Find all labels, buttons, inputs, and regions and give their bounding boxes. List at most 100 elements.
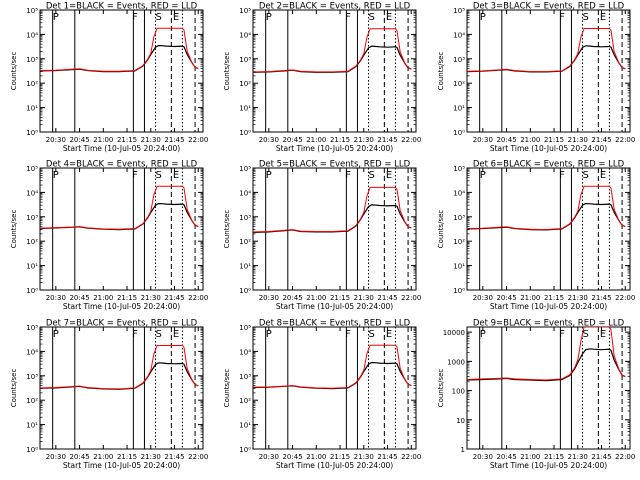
- chart-panel-det-2: Det 2=BLACK = Events, RED = LLD 10⁰ 10¹ 10²…: [223, 2, 421, 154]
- plot-frame: [252, 326, 417, 450]
- y-tick-label: 10¹: [453, 105, 465, 113]
- y-tick-label: 10²: [453, 238, 465, 246]
- x-axis-label: Start Time (10-Jul-05 20:24:00): [63, 144, 180, 153]
- x-tick-label: 21:15: [544, 294, 564, 302]
- plot-frame: [39, 9, 204, 133]
- x-tick-label: 22:00: [615, 136, 635, 144]
- annotation-label: E: [386, 170, 392, 181]
- x-tick-label: 22:00: [188, 294, 208, 302]
- x-tick-label: 20:30: [259, 294, 279, 302]
- x-tick-label: 21:00: [520, 453, 540, 461]
- y-tick-label: 10⁰: [453, 287, 465, 295]
- series-line-events: [253, 361, 412, 390]
- x-tick-label: 21:15: [544, 136, 564, 144]
- series-line-lld: [40, 185, 199, 230]
- x-tick-label: 20:30: [259, 136, 279, 144]
- plot-frame: [252, 167, 417, 291]
- x-tick-label: 20:30: [46, 136, 66, 144]
- x-tick-label: 21:15: [117, 136, 137, 144]
- series-line-lld: [467, 28, 626, 73]
- y-tick-label: 1: [461, 446, 465, 454]
- x-axis-label: Start Time (10-Jul-05 20:24:00): [276, 461, 393, 470]
- annotation-label: F: [345, 329, 351, 340]
- x-axis-label: Start Time (10-Jul-05 20:24:00): [276, 302, 393, 311]
- x-tick-label: 20:45: [69, 136, 89, 144]
- x-tick-label: 22:00: [401, 294, 421, 302]
- x-tick-label: 21:45: [591, 453, 611, 461]
- y-tick-label: 10⁰: [239, 129, 251, 137]
- y-tick-label: 10: [456, 417, 465, 425]
- y-tick-label: 10²: [26, 238, 38, 246]
- y-tick-label: 10⁰: [453, 129, 465, 137]
- x-tick-label: 22:00: [401, 136, 421, 144]
- x-tick-label: 21:45: [164, 294, 184, 302]
- series-line-events: [40, 44, 199, 73]
- annotation-label: E: [173, 170, 179, 181]
- y-axis-label: Counts/sec: [437, 369, 445, 408]
- annotation-label: E: [600, 170, 606, 181]
- series-line-events: [253, 45, 412, 73]
- annotation-label: E: [386, 12, 392, 23]
- y-tick-label: 10⁵: [26, 7, 38, 15]
- chart-panel-det-1: Det 1=BLACK = Events, RED = LLD 10⁰ 10¹ 10²…: [10, 2, 208, 154]
- y-tick-label: 10¹: [26, 422, 38, 430]
- y-tick-label: 10³: [239, 56, 251, 64]
- annotation-label: P: [266, 12, 272, 23]
- y-tick-label: 10²: [239, 80, 251, 88]
- y-tick-label: 100: [452, 388, 465, 396]
- chart-title: Det 6=BLACK = Events, RED = LLD: [473, 160, 625, 170]
- x-tick-label: 21:45: [164, 453, 184, 461]
- y-tick-label: 10⁰: [26, 129, 38, 137]
- chart-panel-det-7: Det 7=BLACK = Events, RED = LLD 10⁰ 10¹ 10²…: [10, 319, 208, 471]
- y-tick-label: 10³: [239, 373, 251, 381]
- annotation-label: F: [132, 170, 138, 181]
- annotation-label: P: [480, 170, 486, 181]
- chart-title: Det 5=BLACK = Events, RED = LLD: [259, 160, 411, 170]
- y-tick-label: 10⁵: [453, 7, 465, 15]
- x-tick-label: 20:45: [496, 294, 516, 302]
- x-tick-label: 21:30: [354, 294, 374, 302]
- plot-frame: [466, 167, 631, 291]
- x-axis-label: Start Time (10-Jul-05 20:24:00): [490, 144, 607, 153]
- x-tick-label: 20:30: [473, 453, 493, 461]
- x-tick-label: 20:30: [473, 136, 493, 144]
- x-tick-label: 22:00: [188, 136, 208, 144]
- annotation-label: P: [53, 170, 59, 181]
- x-tick-label: 20:45: [282, 294, 302, 302]
- y-tick-label: 10³: [26, 214, 38, 222]
- chart-panel-det-8: Det 8=BLACK = Events, RED = LLD 10⁰ 10¹ 10²…: [223, 319, 421, 471]
- annotation-label: S: [369, 329, 375, 340]
- series-line-events: [40, 362, 199, 390]
- chart-title: Det 1=BLACK = Events, RED = LLD: [46, 2, 198, 12]
- chart-panel-det-6: Det 6=BLACK = Events, RED = LLD 10⁰ 10¹ 10²…: [437, 160, 635, 312]
- y-tick-label: 10⁴: [453, 31, 465, 39]
- x-axis-label: Start Time (10-Jul-05 20:24:00): [63, 461, 180, 470]
- y-tick-label: 10¹: [453, 263, 465, 271]
- x-tick-label: 21:00: [93, 136, 113, 144]
- y-tick-label: 10¹: [239, 105, 251, 113]
- y-axis-label: Counts/sec: [223, 210, 231, 249]
- x-tick-label: 21:15: [544, 453, 564, 461]
- annotation-label: S: [156, 329, 162, 340]
- x-tick-label: 21:30: [568, 294, 588, 302]
- y-tick-label: 10²: [239, 397, 251, 405]
- x-tick-label: 20:45: [69, 294, 89, 302]
- y-tick-label: 10¹: [239, 263, 251, 271]
- y-axis-label: Counts/sec: [10, 210, 18, 249]
- y-tick-label: 10²: [26, 397, 38, 405]
- annotation-label: S: [583, 329, 589, 340]
- annotation-label: P: [266, 329, 272, 340]
- y-tick-label: 10⁵: [239, 7, 251, 15]
- y-tick-label: 10⁵: [26, 324, 38, 332]
- series-line-events: [253, 204, 412, 233]
- chart-title: Det 2=BLACK = Events, RED = LLD: [259, 2, 411, 12]
- x-tick-label: 21:00: [520, 294, 540, 302]
- chart-title: Det 8=BLACK = Events, RED = LLD: [259, 319, 411, 329]
- x-tick-label: 20:45: [496, 453, 516, 461]
- y-tick-label: 10⁵: [453, 165, 465, 173]
- annotation-label: F: [345, 12, 351, 23]
- annotation-label: P: [266, 170, 272, 181]
- annotation-label: E: [386, 329, 392, 340]
- x-axis-label: Start Time (10-Jul-05 20:24:00): [276, 144, 393, 153]
- y-tick-label: 10⁴: [453, 189, 465, 197]
